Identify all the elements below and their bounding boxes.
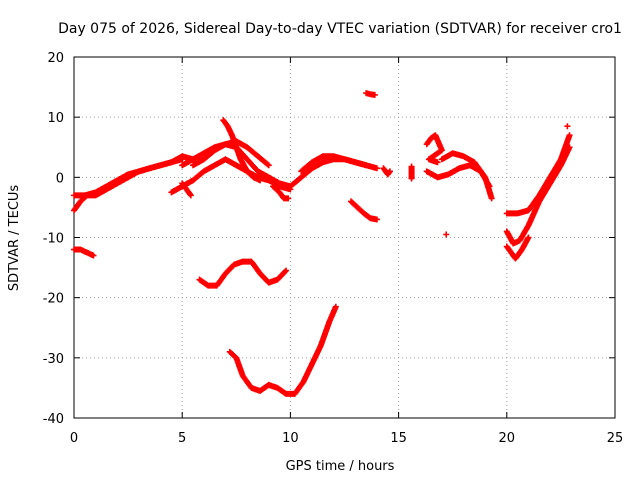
series-pair-15-5 (408, 163, 415, 182)
x-tick-label: 20 (499, 431, 516, 446)
y-axis-label: SDTVAR / TECUs (7, 185, 22, 292)
x-axis-label: GPS time / hours (286, 459, 395, 474)
data-points (71, 90, 573, 397)
y-tick-label: -10 (43, 232, 64, 247)
data-point (332, 303, 339, 310)
data-point (285, 195, 292, 202)
x-tick-label: 10 (282, 431, 299, 446)
series-cluster-14-5 (380, 165, 393, 178)
series-isolated-top (363, 90, 378, 98)
series-second-hump-upper (298, 153, 370, 175)
series-mid-hump-upper (190, 138, 272, 169)
series-lower-band (168, 156, 294, 196)
data-point (486, 183, 493, 190)
y-tick-label: 10 (47, 111, 64, 126)
series-main-rise-upper (71, 153, 197, 199)
data-point (264, 161, 271, 168)
series-segment-6-10 (196, 258, 290, 289)
series-segment-7-12 (226, 303, 339, 397)
data-point (373, 216, 380, 223)
data-point (363, 162, 370, 169)
data-point (187, 192, 194, 199)
data-point (443, 231, 450, 238)
x-tick-label: 0 (70, 431, 78, 446)
series-segment-13 (347, 198, 380, 223)
series-segment-16-18 (423, 162, 493, 190)
series-dip-left (179, 180, 194, 199)
series-rise-20-23-low2 (503, 234, 532, 262)
y-tick-label: 20 (47, 51, 64, 66)
x-tick-label: 25 (607, 431, 624, 446)
y-tick-label: -30 (43, 352, 64, 367)
series-cluster-16-17 (423, 132, 445, 166)
data-point (408, 175, 415, 182)
data-point (373, 165, 380, 172)
data-point (265, 162, 272, 169)
series-dip-9-10 (270, 183, 292, 202)
series-rise-20-23-lower (503, 144, 573, 247)
x-tick-label: 15 (390, 431, 407, 446)
data-point (488, 195, 495, 202)
data-point (566, 132, 573, 139)
data-point (434, 159, 441, 166)
data-point (564, 123, 571, 130)
data-point (90, 252, 97, 259)
y-tick-label: -20 (43, 292, 64, 307)
x-tick-label: 5 (178, 431, 186, 446)
data-point (282, 268, 289, 275)
y-tick-label: 0 (56, 171, 64, 186)
data-point (566, 144, 573, 151)
data-point (283, 267, 290, 274)
series-start-lower (71, 246, 97, 259)
data-point (525, 234, 532, 241)
data-point (371, 91, 378, 98)
y-tick-label: -40 (43, 412, 64, 427)
grid (74, 57, 615, 418)
axis-ticks: 0 5 10 15 20 25 -40 -30 -20 -10 0 10 20 (43, 51, 624, 446)
plot-frame (73, 56, 616, 419)
data-point (386, 168, 393, 175)
chart-title: Day 075 of 2026, Sidereal Day-to-day VTE… (58, 21, 622, 37)
